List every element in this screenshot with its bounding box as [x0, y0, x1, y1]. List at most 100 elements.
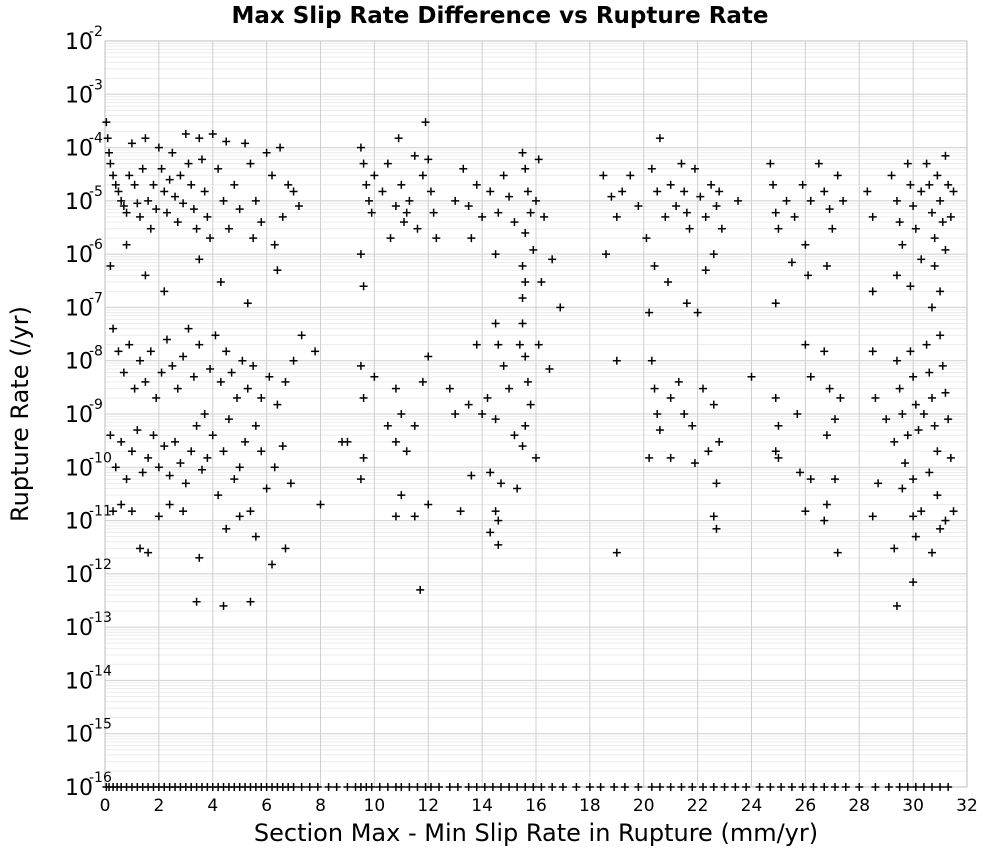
data-point: [809, 783, 818, 791]
data-point: [152, 393, 161, 402]
data-point: [405, 196, 414, 205]
data-point: [144, 548, 153, 557]
data-point: [556, 303, 565, 312]
data-point: [505, 384, 514, 393]
data-point: [936, 196, 945, 205]
data-point: [529, 783, 538, 791]
data-point: [596, 783, 605, 791]
data-point: [246, 597, 255, 606]
data-point: [499, 361, 508, 370]
data-point: [922, 340, 931, 349]
data-point: [906, 180, 915, 189]
data-point: [521, 228, 530, 237]
data-point: [246, 507, 255, 516]
data-point: [200, 410, 209, 418]
grid: [104, 40, 968, 788]
y-tick-label: 10: [65, 30, 93, 55]
y-tick-exponent: -16: [89, 770, 112, 786]
data-point: [117, 437, 126, 446]
data-point: [806, 475, 815, 484]
data-point: [289, 187, 298, 196]
data-point: [868, 212, 877, 221]
y-tick-label: 10: [65, 350, 93, 375]
data-point: [491, 319, 500, 328]
data-point: [149, 431, 158, 440]
y-tick-exponent: -3: [89, 77, 103, 93]
data-point: [224, 415, 233, 424]
data-point: [103, 134, 112, 143]
data-point: [510, 431, 519, 440]
data-point: [892, 356, 901, 365]
data-point: [892, 196, 901, 205]
y-tick-label: 10: [65, 616, 93, 641]
data-point: [682, 299, 691, 308]
data-point: [364, 196, 373, 205]
data-point: [944, 180, 953, 189]
y-tick-label: 10: [65, 83, 93, 108]
data-point: [505, 783, 514, 791]
data-point: [642, 234, 651, 243]
data-point: [548, 255, 557, 264]
data-point: [909, 512, 918, 521]
data-point: [526, 208, 535, 217]
data-point: [149, 180, 158, 189]
data-point: [831, 475, 840, 484]
data-point: [214, 491, 223, 500]
data-point: [769, 180, 778, 189]
data-point: [235, 512, 244, 521]
data-point: [168, 361, 177, 370]
data-point: [114, 187, 123, 196]
data-point: [397, 491, 406, 500]
data-point: [273, 400, 282, 409]
data-point: [125, 171, 134, 180]
data-point: [203, 212, 212, 221]
data-point: [833, 548, 842, 557]
data-point: [898, 410, 907, 418]
y-tick-label: 10: [65, 137, 93, 162]
data-point: [494, 540, 503, 549]
data-point: [160, 287, 169, 296]
data-point: [157, 368, 166, 377]
data-point: [734, 196, 743, 205]
data-point: [136, 212, 145, 221]
data-point: [136, 544, 145, 553]
data-point: [674, 377, 683, 386]
data-point: [109, 324, 118, 333]
data-point: [949, 187, 958, 196]
data-point: [356, 475, 365, 484]
data-point: [227, 368, 236, 377]
data-point: [111, 180, 120, 189]
data-point: [397, 783, 406, 791]
data-point: [192, 597, 201, 606]
data-point: [715, 437, 724, 446]
data-point: [513, 484, 522, 493]
data-point: [927, 393, 936, 402]
data-point: [927, 208, 936, 217]
data-point: [919, 783, 928, 791]
data-point: [804, 271, 813, 280]
data-point: [903, 431, 912, 440]
data-point: [925, 180, 934, 189]
data-point: [925, 468, 934, 477]
data-point: [941, 245, 950, 254]
data-point: [375, 783, 384, 791]
data-point: [451, 196, 460, 205]
data-point: [162, 335, 171, 344]
data-point: [666, 453, 675, 462]
data-point: [138, 164, 147, 173]
data-point: [831, 783, 840, 791]
data-point: [863, 187, 872, 196]
data-point: [119, 368, 128, 377]
data-point: [709, 512, 718, 521]
data-point: [146, 347, 155, 356]
data-point: [386, 234, 395, 243]
data-point: [909, 372, 918, 381]
data-point: [257, 393, 266, 402]
data-point: [208, 129, 217, 138]
data-point: [249, 234, 258, 243]
data-point: [243, 384, 252, 393]
data-point: [486, 468, 495, 477]
data-point: [219, 196, 228, 205]
data-point: [426, 187, 435, 196]
data-point: [297, 331, 306, 340]
